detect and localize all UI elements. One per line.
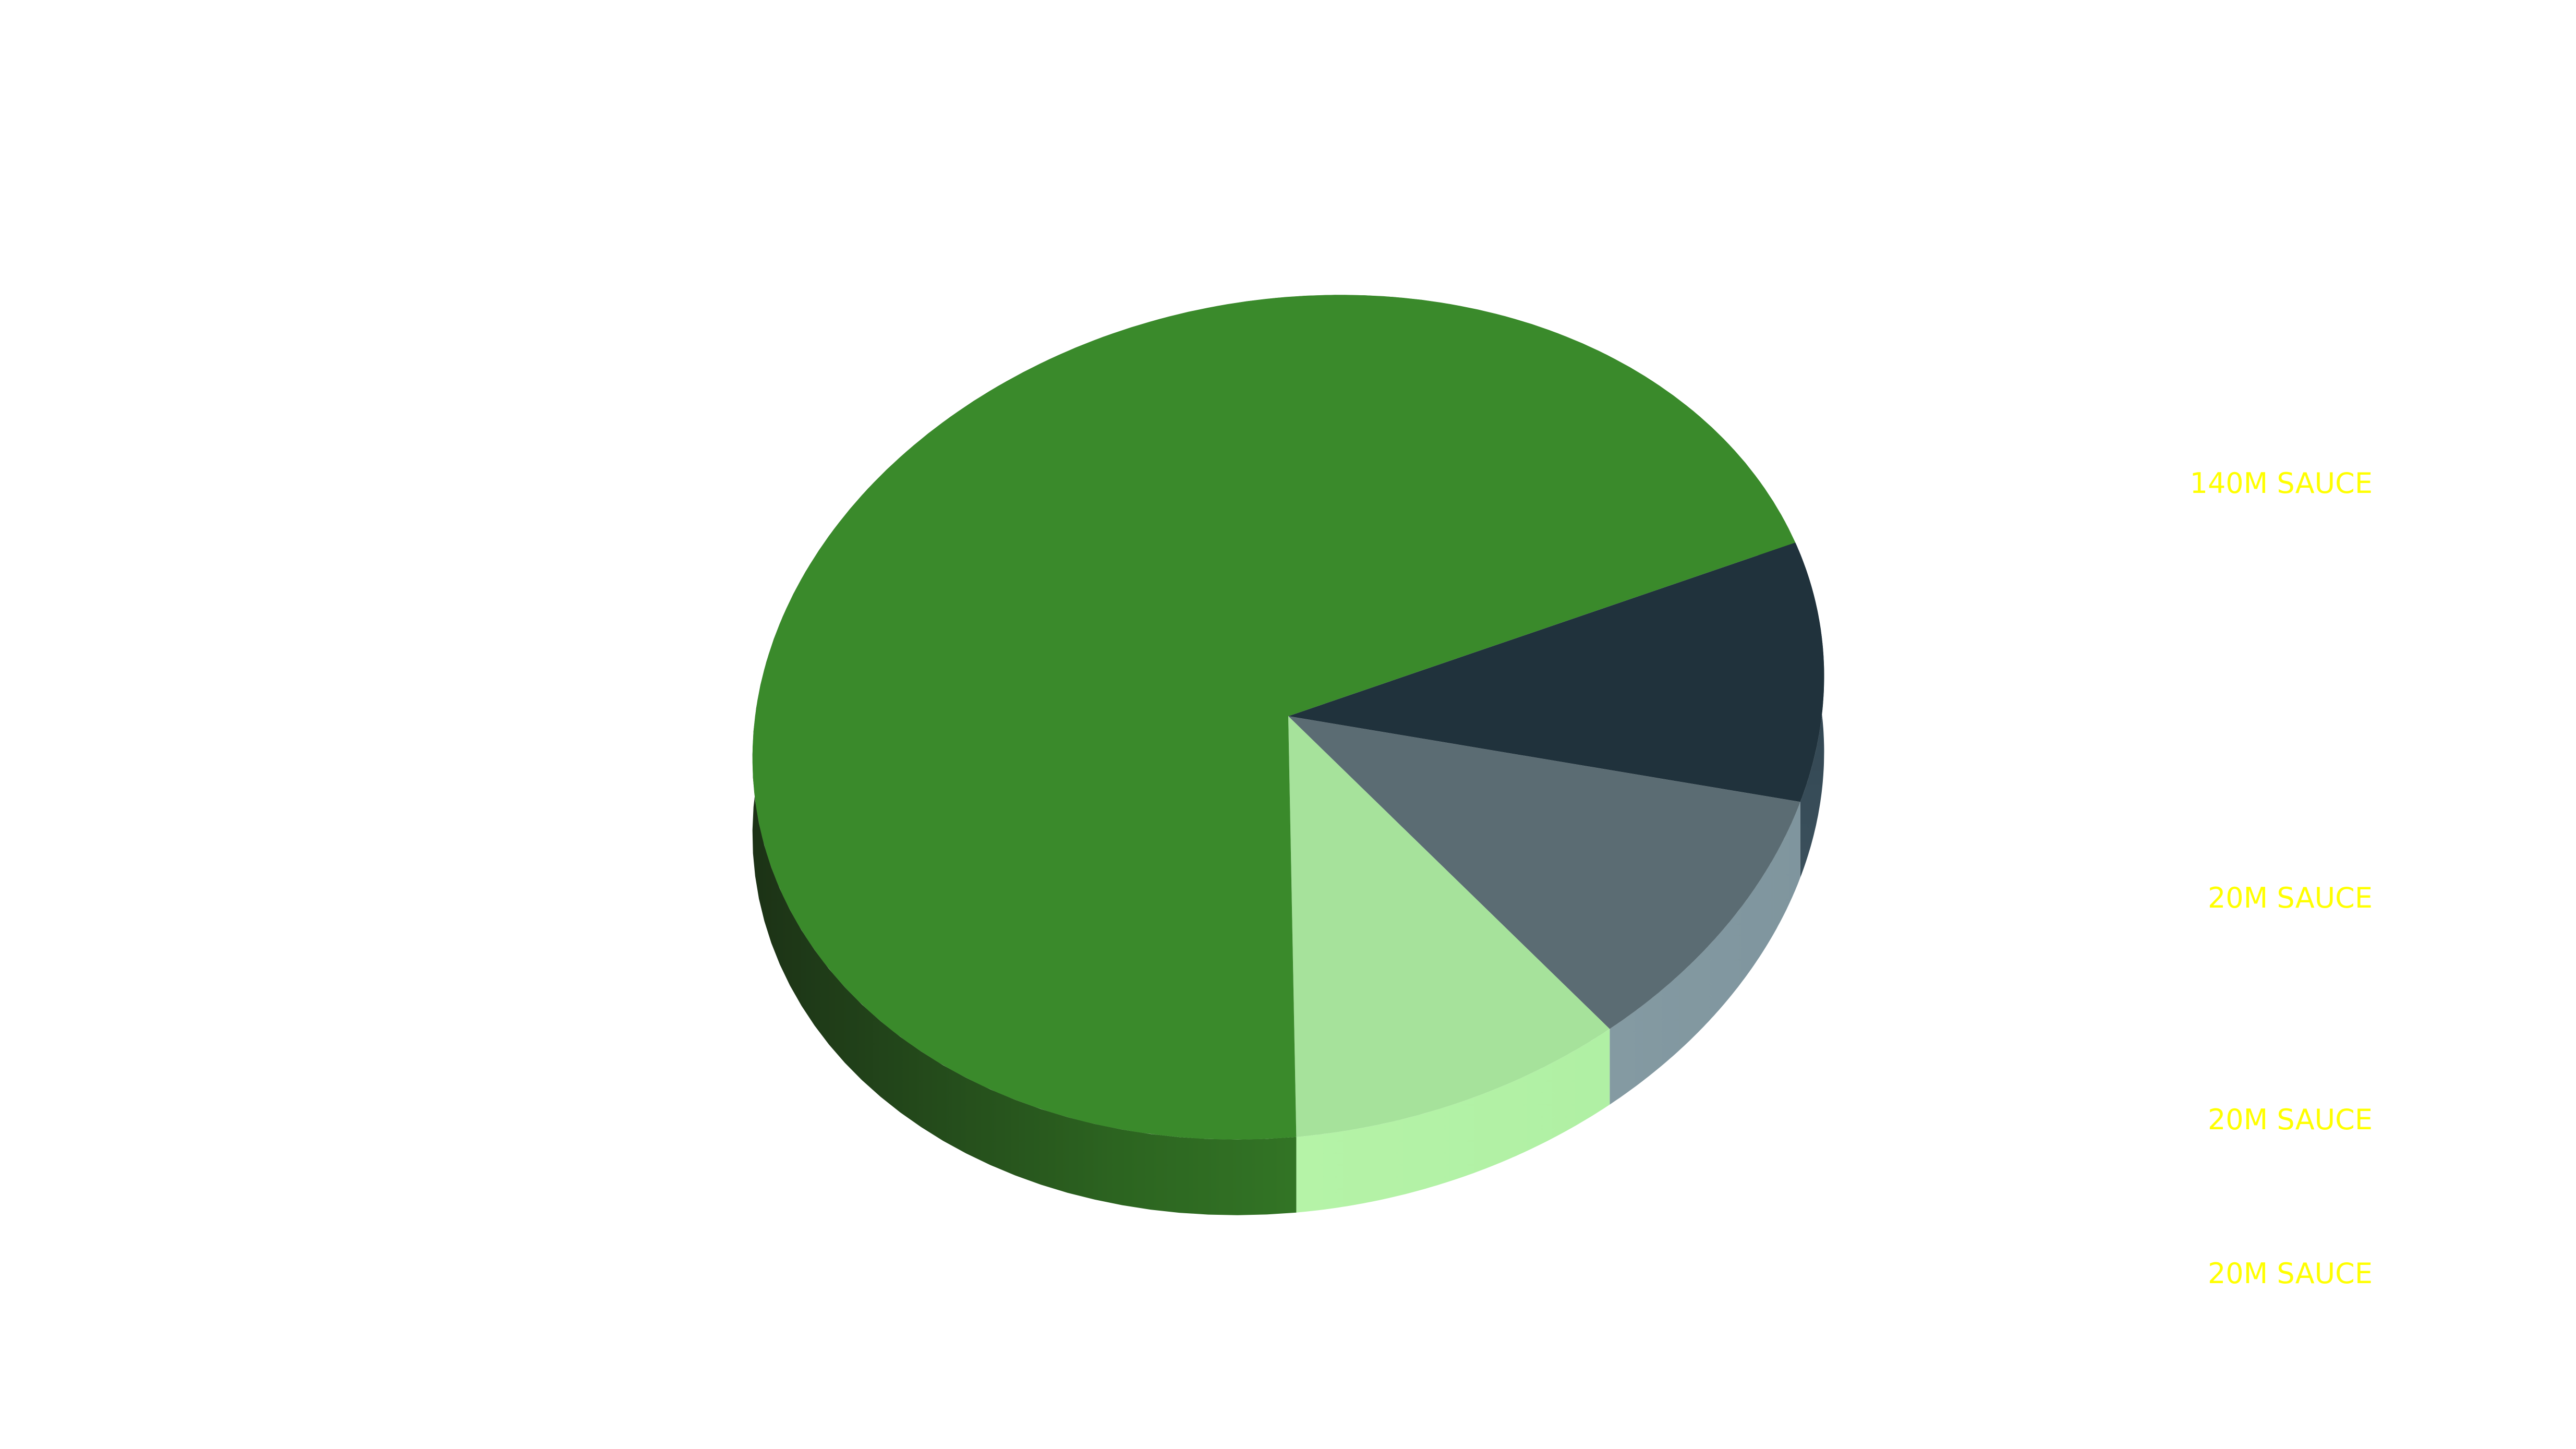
pie-top-faces: [752, 295, 1824, 1140]
slice-label-0: 140M SAUCE: [2190, 467, 2373, 500]
pie-slice-2[interactable]: [1288, 716, 1800, 1029]
pie-slice-1[interactable]: [1288, 542, 1824, 802]
pie-slice-3[interactable]: [1288, 716, 1610, 1137]
pie-wall-2: [1610, 802, 1800, 1105]
pie-slice-0[interactable]: [752, 295, 1796, 1140]
slice-label-3: 20M SAUCE: [2207, 1257, 2373, 1290]
pie-wall-3: [1296, 1029, 1610, 1213]
slice-label-2: 20M SAUCE: [2207, 1103, 2373, 1136]
slice-label-1: 20M SAUCE: [2207, 882, 2373, 914]
